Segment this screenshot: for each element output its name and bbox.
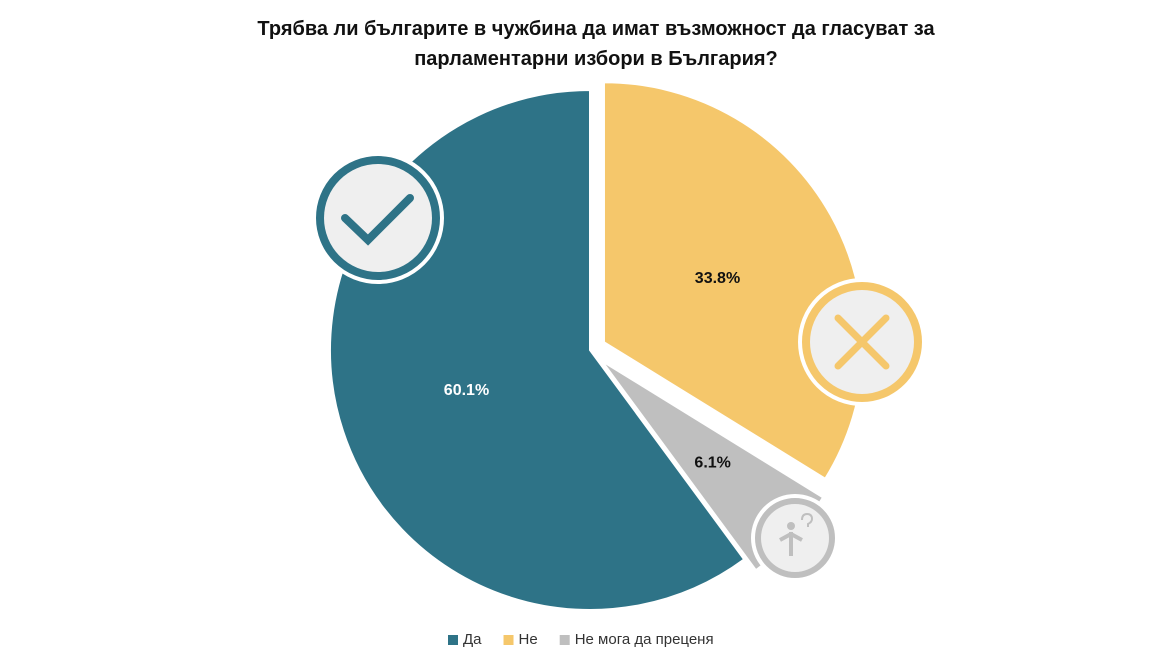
icon-yes [312, 152, 444, 284]
data-label: 6.1% [694, 454, 730, 471]
icon-unsure [751, 494, 839, 582]
data-label: 33.8% [695, 270, 740, 287]
legend-label: Не [519, 631, 538, 648]
legend-swatch [559, 635, 570, 645]
legend: Да Не Не мога да преценя [448, 631, 714, 648]
icon-no [798, 278, 926, 406]
chart-title: Трябва ли българите в чужбина да имат въ… [257, 18, 935, 70]
legend-label: Да [463, 631, 482, 648]
legend-swatch [503, 635, 514, 645]
pie-slice [602, 81, 865, 481]
legend-label: Не мога да преценя [575, 631, 714, 648]
data-label: 60.1% [444, 382, 489, 399]
legend-swatch [448, 635, 458, 645]
